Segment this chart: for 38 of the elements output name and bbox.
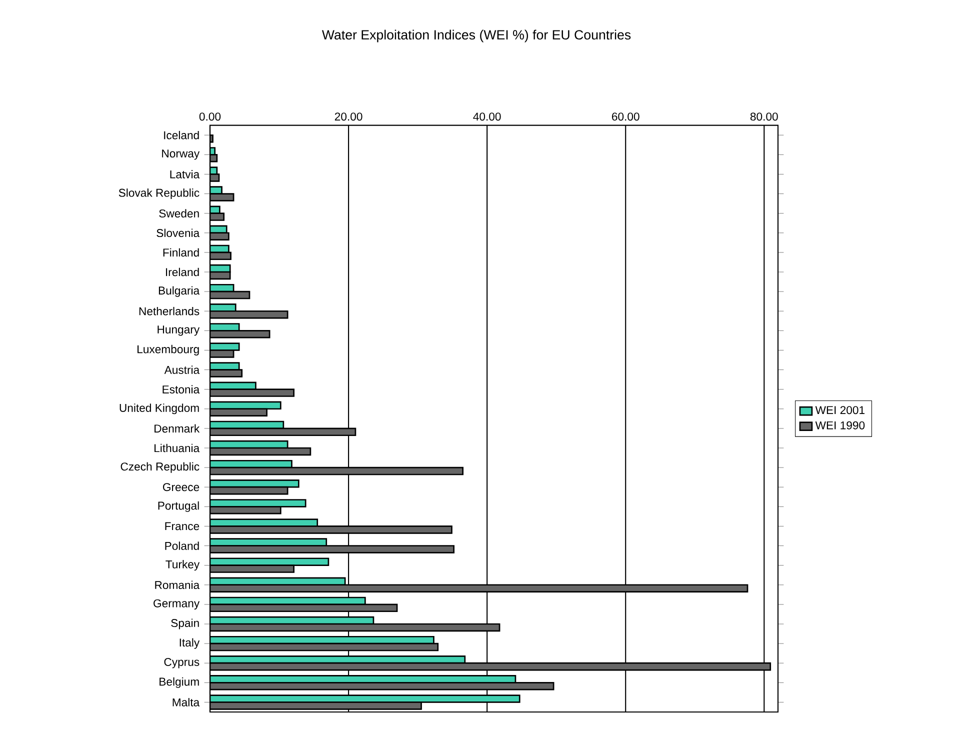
y-tick-label: Slovenia xyxy=(156,228,200,238)
y-tick-label: Bulgaria xyxy=(158,286,200,297)
y-tick-label: Luxembourg xyxy=(138,344,199,356)
y-tick-label: France xyxy=(165,522,200,530)
y-tick-label: Lithuania xyxy=(154,444,200,452)
x-tick-label: 40.00 xyxy=(473,112,501,121)
x-tick-label: 20.00 xyxy=(334,112,362,121)
y-tick-label: Estonia xyxy=(162,385,200,394)
x-tick-label: 0.00 xyxy=(199,112,221,121)
y-tick-label: Slovak Republic xyxy=(118,188,200,200)
y-tick-label: Greece xyxy=(163,483,200,492)
y-tick-label: Austria xyxy=(164,366,200,374)
y-tick-label: Czech Republic xyxy=(120,462,200,473)
y-tick-label: Belgium xyxy=(160,677,199,688)
y-tick-label: Finland xyxy=(163,248,199,257)
y-tick-label: Cyprus xyxy=(164,658,200,668)
y-tick-label: Denmark xyxy=(154,424,200,433)
y-tick-label: Ireland xyxy=(166,268,199,276)
x-tick-label: 60.00 xyxy=(612,112,640,121)
y-tick-label: United Kingdom xyxy=(120,404,199,414)
y-tick-label: Hungary xyxy=(158,326,200,336)
y-tick-label: Latvia xyxy=(170,170,200,178)
legend-label: WEI 2001 xyxy=(815,406,864,414)
x-tick-label: 80.00 xyxy=(750,112,778,121)
y-tick-label: Romania xyxy=(155,580,200,590)
y-tick-label: Portugal xyxy=(158,501,199,512)
y-tick-label: Norway xyxy=(162,150,200,160)
y-tick-label: Netherlands xyxy=(139,306,200,316)
y-tick-label: Germany xyxy=(154,599,200,610)
y-tick-label: Sweden xyxy=(159,209,199,218)
chart-title: Water Exploitation Indices (WEI %) for EU Countries xyxy=(322,30,631,42)
y-tick-label: Turkey xyxy=(166,560,200,571)
y-tick-label: Spain xyxy=(171,618,199,630)
y-tick-label: Italy xyxy=(180,638,200,649)
legend-label: WEI 1990 xyxy=(815,421,865,430)
y-tick-label: Iceland xyxy=(164,130,199,140)
y-tick-label: Malta xyxy=(172,698,200,706)
y-tick-label: Poland xyxy=(165,542,199,550)
